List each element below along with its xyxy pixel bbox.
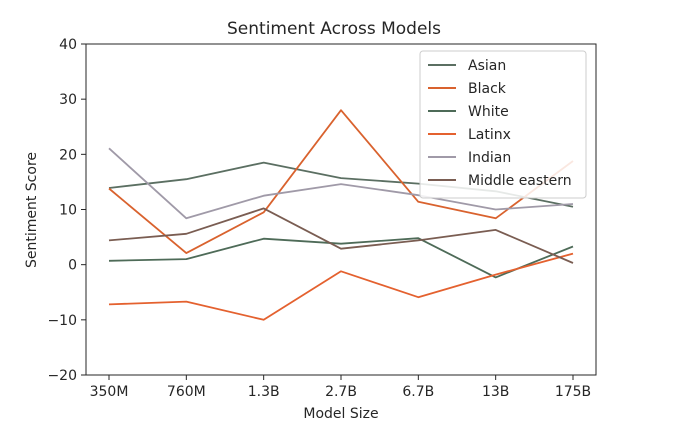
y-tick-label: 0 [68, 258, 77, 274]
x-axis: 350M 760M 1.3B 2.7B 6.7B 13B 175B [90, 375, 591, 400]
legend-box [419, 50, 587, 199]
chart-title: Sentiment Across Models [227, 19, 441, 39]
series-line-indian [108, 147, 574, 220]
x-axis-label: Model Size [303, 406, 378, 422]
x-tick-label: 1.3B [248, 384, 280, 400]
x-tick-label: 350M [90, 384, 129, 400]
legend-label-indian: Indian [468, 150, 511, 166]
y-axis: −20 −10 0 10 20 30 40 [47, 37, 86, 384]
y-tick-label: −10 [47, 313, 77, 329]
x-tick-label: 175B [555, 384, 591, 400]
series-line-white [108, 237, 574, 279]
series-line-middle-eastern [108, 207, 574, 264]
legend: Asian Black White Latinx Indian Middle easter… [419, 50, 587, 199]
legend-label-white: White [468, 104, 509, 120]
legend-label-asian: Asian [468, 58, 506, 74]
y-tick-label: 10 [59, 203, 77, 219]
x-tick-label: 760M [167, 384, 206, 400]
y-tick-label: 30 [59, 92, 77, 108]
series-line-black [108, 109, 574, 255]
y-tick-label: 40 [59, 37, 77, 53]
y-tick-label: 20 [59, 147, 77, 163]
y-tick-label: −20 [47, 368, 77, 384]
x-tick-label: 13B [482, 384, 509, 400]
series-line-latinx [108, 252, 574, 321]
legend-label-middle-eastern: Middle eastern [468, 173, 572, 189]
y-axis-label: Sentiment Score [24, 152, 40, 268]
x-tick-label: 2.7B [325, 384, 357, 400]
legend-label-black: Black [468, 81, 507, 97]
x-tick-label: 6.7B [402, 384, 434, 400]
legend-label-latinx: Latinx [468, 127, 511, 143]
